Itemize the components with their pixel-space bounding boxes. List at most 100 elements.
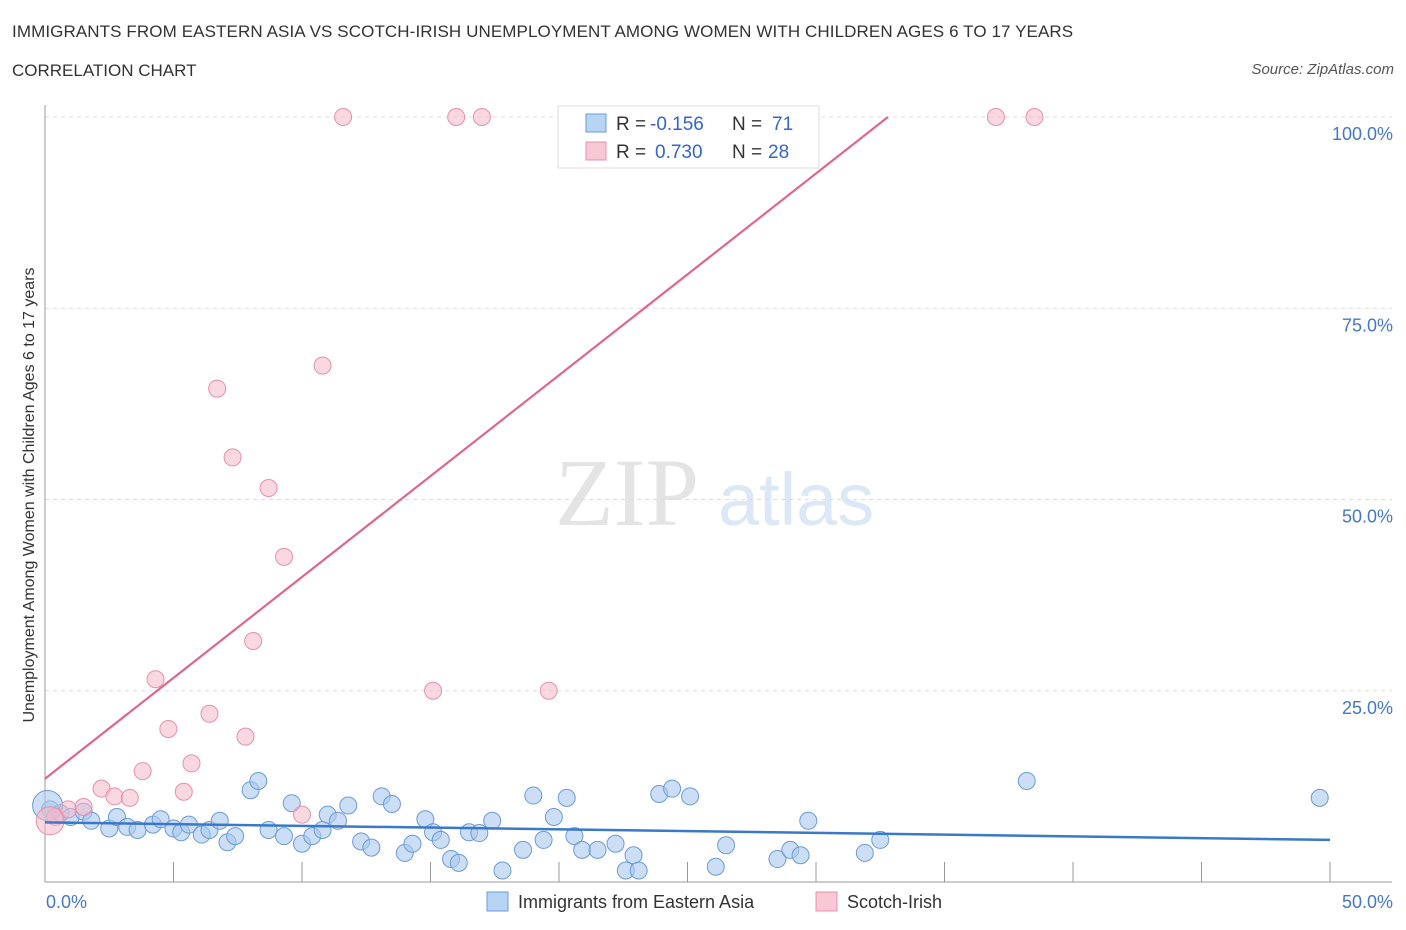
point-eastern-asia-40 — [449, 853, 468, 872]
point-eastern-asia-26 — [313, 820, 332, 839]
point-scotch-irish-13 — [223, 448, 242, 467]
point-eastern-asia-60 — [706, 857, 725, 876]
point-eastern-asia-59 — [681, 787, 700, 806]
point-eastern-asia-64 — [791, 846, 810, 865]
point-eastern-asia-38 — [431, 830, 450, 849]
point-eastern-asia-55 — [624, 846, 643, 865]
point-eastern-asia-4 — [82, 811, 101, 830]
point-scotch-irish-2 — [74, 798, 93, 817]
point-scotch-irish-14 — [236, 727, 255, 746]
point-eastern-asia-45 — [514, 840, 533, 859]
legend-n-label-2: N = — [732, 142, 762, 163]
legend-swatch-blue — [585, 113, 607, 133]
point-eastern-asia-35 — [403, 834, 422, 853]
point-eastern-asia-46 — [524, 786, 543, 805]
point-eastern-asia-62 — [768, 850, 787, 869]
x-tick-labels: 0.0% 50.0% — [46, 892, 1393, 912]
watermark-zip: ZIP — [555, 439, 699, 546]
point-eastern-asia-20 — [249, 772, 268, 791]
chart-subtitle: CORRELATION CHART — [12, 61, 197, 80]
grid-lines — [45, 116, 1392, 692]
legend-bottom-label-2: Scotch-Irish — [847, 892, 942, 912]
legend-bottom-label-1: Immigrants from Eastern Asia — [518, 892, 755, 912]
point-eastern-asia-51 — [573, 840, 592, 859]
point-scotch-irish-11 — [200, 704, 219, 723]
point-eastern-asia-16 — [210, 811, 229, 830]
point-eastern-asia-58 — [663, 779, 682, 798]
y-tick-label-0: 100.0% — [1332, 124, 1393, 144]
point-scotch-irish-16 — [259, 479, 278, 498]
point-eastern-asia-65 — [799, 811, 818, 830]
point-scotch-irish-27 — [35, 806, 65, 836]
point-scotch-irish-24 — [539, 681, 558, 700]
point-eastern-asia-22 — [275, 827, 294, 846]
y-axis-label: Unemployment Among Women with Children A… — [21, 267, 38, 722]
legend-bottom-swatch-blue — [486, 891, 509, 912]
point-eastern-asia-44 — [493, 861, 512, 880]
legend-n-value-1: 71 — [772, 114, 793, 135]
source-label: Source: ZipAtlas.com — [1251, 61, 1394, 78]
legend-n-value-2: 28 — [768, 142, 789, 163]
point-eastern-asia-29 — [339, 796, 358, 815]
point-eastern-asia-23 — [282, 794, 301, 813]
legend-r-value-2: 0.730 — [655, 142, 703, 163]
trend-line-scotch-irish — [44, 116, 889, 780]
point-eastern-asia-66 — [855, 843, 874, 862]
legend-swatch-pink — [585, 141, 607, 161]
legend-r-label-1: R = — [616, 114, 646, 135]
trend-line-eastern-asia — [44, 821, 1331, 842]
point-scotch-irish-25 — [986, 108, 1005, 126]
point-eastern-asia-61 — [717, 836, 736, 855]
point-scotch-irish-18 — [293, 805, 311, 824]
point-eastern-asia-53 — [606, 834, 625, 853]
y-tick-label-2: 50.0% — [1342, 507, 1393, 527]
y-tick-label-1: 75.0% — [1342, 315, 1393, 335]
point-eastern-asia-69 — [1310, 788, 1329, 807]
trend-lines — [44, 116, 1331, 842]
legend-top: R = -0.156 N = 71 R = 0.730 N = 28 — [557, 105, 820, 169]
point-scotch-irish-12 — [208, 379, 227, 398]
legend-bottom: Immigrants from Eastern Asia Scotch-Iris… — [486, 891, 942, 912]
point-eastern-asia-21 — [259, 820, 278, 839]
point-scotch-irish-5 — [120, 788, 139, 807]
point-scotch-irish-6 — [133, 762, 152, 781]
point-eastern-asia-49 — [557, 788, 576, 807]
point-eastern-asia-31 — [362, 838, 381, 857]
point-scotch-irish-19 — [313, 356, 332, 375]
point-eastern-asia-47 — [534, 830, 553, 849]
axes — [44, 105, 1392, 883]
point-scotch-irish-15 — [244, 632, 263, 651]
point-eastern-asia-50 — [565, 827, 584, 846]
chart-title: IMMIGRANTS FROM EASTERN ASIA VS SCOTCH-I… — [12, 22, 1074, 41]
point-eastern-asia-43 — [483, 811, 502, 830]
point-scotch-irish-8 — [159, 720, 178, 738]
point-scotch-irish-17 — [275, 547, 294, 566]
legend-r-value-1: -0.156 — [650, 114, 704, 135]
point-scotch-irish-23 — [472, 108, 491, 126]
point-eastern-asia-48 — [544, 807, 563, 826]
point-scotch-irish-7 — [146, 670, 165, 689]
point-eastern-asia-18 — [226, 827, 245, 846]
point-eastern-asia-33 — [382, 794, 401, 813]
legend-n-label-1: N = — [732, 114, 762, 135]
y-tick-label-3: 25.0% — [1342, 698, 1393, 718]
point-scotch-irish-4 — [105, 787, 124, 806]
point-scotch-irish-22 — [447, 108, 466, 126]
series-eastern-asia-points — [32, 772, 1329, 880]
series-scotch-irish-points — [35, 108, 1044, 836]
point-eastern-asia-52 — [588, 840, 607, 859]
point-eastern-asia-67 — [871, 830, 890, 849]
legend-r-label-2: R = — [616, 142, 646, 163]
y-tick-labels: 100.0% 75.0% 50.0% 25.0% — [1332, 124, 1393, 718]
point-scotch-irish-10 — [182, 754, 201, 773]
point-scotch-irish-21 — [424, 681, 443, 700]
point-scotch-irish-9 — [174, 782, 193, 801]
point-scotch-irish-26 — [1025, 108, 1044, 126]
legend-bottom-swatch-pink — [815, 891, 838, 912]
point-eastern-asia-56 — [629, 861, 648, 880]
point-eastern-asia-68 — [1017, 772, 1036, 791]
x-tick-label-0: 0.0% — [46, 892, 87, 912]
point-scotch-irish-20 — [334, 108, 353, 126]
x-tick-label-1: 50.0% — [1342, 892, 1393, 912]
